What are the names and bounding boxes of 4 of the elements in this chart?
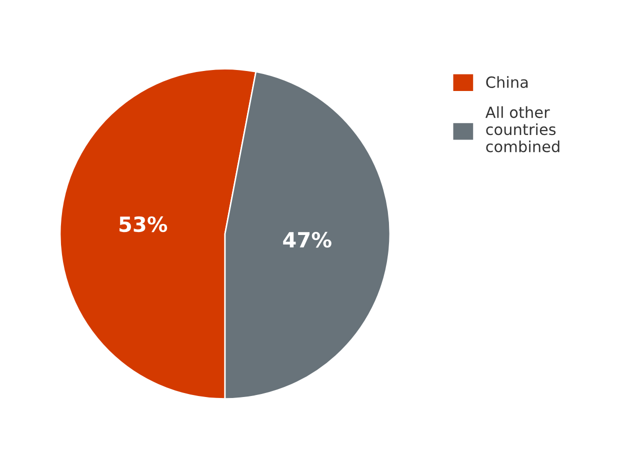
legend-label: China [486, 76, 528, 88]
data-label: 53% [120, 216, 168, 232]
legend-label: All other countries combined [485, 106, 560, 152]
data-label: 47% [283, 232, 332, 248]
